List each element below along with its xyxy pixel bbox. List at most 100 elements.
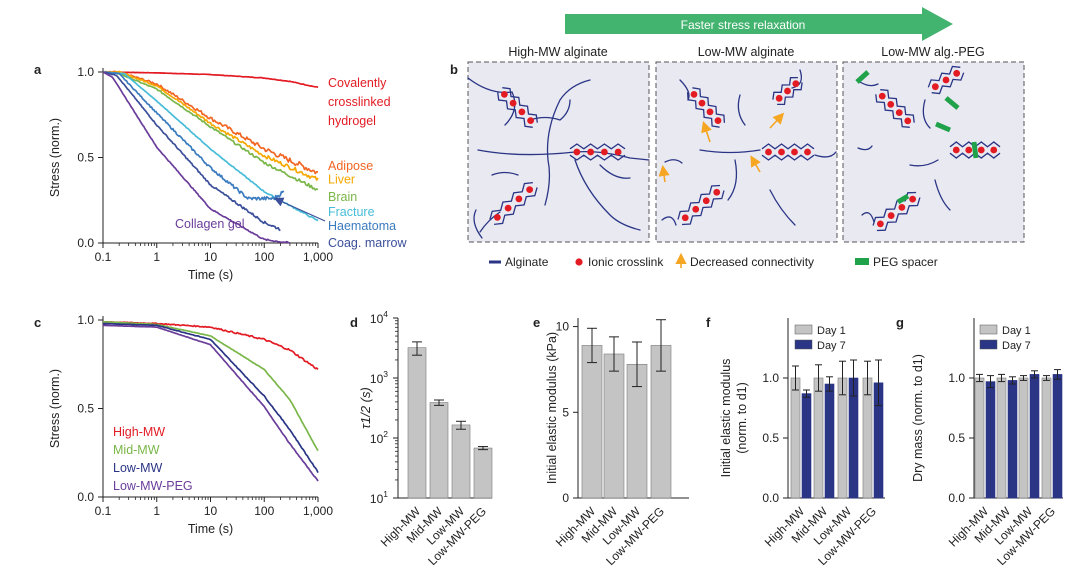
y-tick-label: 102: [370, 429, 388, 446]
crosslink-dot-icon: [895, 109, 903, 117]
bar-day1-low-mw-peg: [1041, 377, 1052, 499]
y-tick-label: 101: [370, 489, 388, 506]
tick-exponent: 1: [383, 489, 388, 499]
series-line-mid-mw: [103, 320, 319, 452]
scheme-low-mw: [658, 69, 837, 226]
y-tick-label: 0.5: [77, 151, 94, 165]
series-label: hydrogel: [328, 114, 376, 128]
crosslink-group: [500, 90, 535, 125]
x-tick-label: 100: [254, 250, 274, 264]
alginate-chain: [737, 94, 746, 126]
panel-b: b Faster stress relaxation High-MW alginat…: [450, 7, 1025, 269]
panel-f: f 0.0 0.5 1.0 Initial elastic modulus (norm. …: [706, 315, 885, 568]
y-tick-label: 0: [562, 491, 569, 505]
panel-label: b: [450, 62, 458, 77]
series-line-brain: [102, 71, 319, 191]
alginate-chain: [699, 149, 761, 154]
crosslink-dot-icon: [500, 90, 508, 98]
crosslink-dot-icon: [804, 148, 811, 156]
alginate-chain: [599, 164, 631, 179]
tick-exponent: 4: [383, 309, 388, 319]
x-tick-label: 10: [204, 250, 218, 264]
crosslink-dot-icon: [575, 258, 583, 266]
alginate-chain: [479, 211, 501, 233]
scheme-high-mw: [467, 77, 650, 239]
legend: Day 1 Day 7: [979, 324, 1031, 352]
bar-mid-mw: [603, 353, 625, 499]
legend: High-MW Mid-MW Low-MW Low-MW-PEG: [113, 425, 193, 493]
y-axis-label: Stress (norm.): [48, 118, 62, 197]
crosslink-zipper: [489, 181, 533, 220]
crosslink-group: [952, 146, 998, 154]
crosslink-dot-icon: [527, 117, 535, 125]
crosslink-dot-icon: [778, 148, 785, 156]
crosslink-dot-icon: [952, 146, 960, 154]
crosslink-dot-icon: [784, 87, 791, 95]
peg-spacer: [855, 70, 870, 84]
alginate-chain: [857, 145, 873, 151]
crosslink-dot-icon: [990, 146, 998, 154]
crosslink-group: [681, 188, 721, 222]
crosslink-dot-icon: [600, 148, 608, 156]
crosslink-group: [876, 195, 917, 228]
crosslink-dot-icon: [953, 69, 961, 77]
crosslink-dot-icon: [792, 80, 800, 88]
y-axis-label: (norm. to d1): [735, 382, 749, 454]
y-tick-label: 1.0: [77, 313, 94, 327]
legend-entry: Low-MW: [113, 461, 163, 475]
bar-mid-mw: [429, 402, 449, 499]
panel-a: a 0.1 1 10 100 1,000 0.0 0.5 1.0 Time (s) Stress (…: [34, 62, 407, 282]
decreased-connectivity-arrow-icon: [658, 164, 670, 183]
alginate-chain: [791, 69, 803, 89]
x-tick-label: 1: [153, 504, 160, 518]
y-tick-label: 104: [370, 309, 388, 326]
crosslink-group: [931, 69, 961, 91]
legend-swatch: [979, 339, 998, 350]
legend-entry: Low-MW-PEG: [113, 479, 193, 493]
crosslink-zipper: [681, 190, 725, 226]
tick-base: 10: [370, 432, 384, 446]
series-label: Haematoma: [328, 219, 396, 233]
crosslink-dot-icon: [887, 100, 895, 108]
scheme-title: Low-MW alg.-PEG: [881, 45, 985, 59]
bar-low-mw: [451, 424, 471, 499]
tick-base: 10: [370, 312, 384, 326]
crosslink-dot-icon: [702, 197, 710, 205]
alginate-chain: [661, 216, 677, 226]
crosslink-dot-icon: [931, 83, 939, 91]
alginate-chain: [664, 159, 683, 164]
alginate-chain: [861, 212, 875, 223]
decreased-connectivity-arrow-icon: [701, 120, 712, 143]
crosslink-dot-icon: [681, 214, 689, 222]
series-label: Adipose: [328, 159, 373, 173]
series-group: [102, 70, 319, 244]
crosslink-zipper: [761, 154, 815, 161]
peg-spacer: [971, 141, 979, 159]
y-tick-label: 1.0: [77, 65, 94, 79]
legend-swatch: [794, 324, 813, 335]
crosslink-zipper: [927, 65, 961, 88]
y-axis-label: τ1/2 (s): [358, 387, 373, 429]
x-tick-label: 0.1: [95, 250, 112, 264]
legend-label: Day 7: [1002, 340, 1031, 352]
alginate-chain: [544, 79, 591, 206]
tick-exponent: 3: [383, 369, 388, 379]
bar-day1-low-mw-peg: [862, 377, 873, 499]
x-tick-label: 0.1: [95, 504, 112, 518]
series-label: Liver: [328, 173, 355, 187]
crosslink-zipper: [569, 143, 626, 150]
annotation-collagen-gel: Collagen gel: [175, 217, 245, 231]
crosslink-group: [878, 92, 912, 125]
panel-label: g: [896, 315, 904, 330]
y-tick-label: 103: [370, 369, 388, 386]
axes: 0.1 1 10 100 1,000 0.0 0.5 1.0 Time (s) Stress (n…: [48, 65, 333, 282]
bar-day7-mid-mw: [1007, 380, 1018, 499]
crosslink-dot-icon: [765, 148, 772, 156]
crosslink-zipper: [772, 76, 798, 100]
bar-day7-high-mw: [801, 393, 812, 499]
series-line-liver: [102, 70, 319, 181]
legend-entry: Mid-MW: [113, 443, 160, 457]
peg-spacer: [896, 193, 910, 205]
tick-exponent: 2: [383, 429, 388, 439]
